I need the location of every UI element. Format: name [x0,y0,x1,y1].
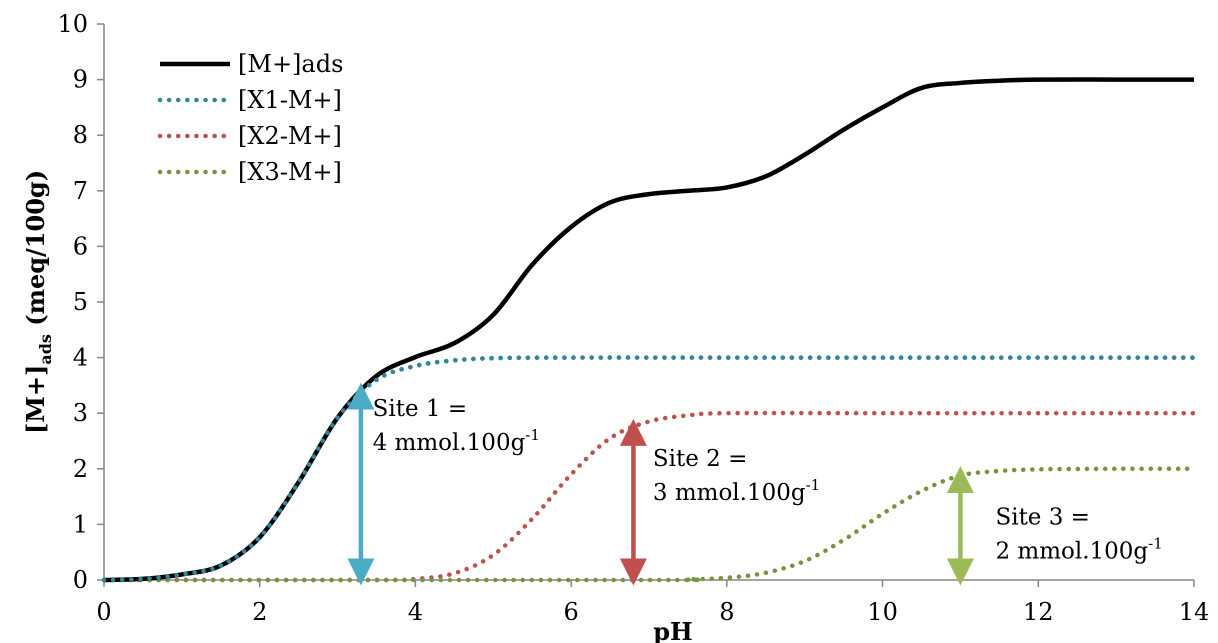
legend: [M+]ads [X1-M+] [X2-M+] [X3-M+] [157,50,343,186]
y-axis-title: [M+]ads (meq/100g) [21,170,55,434]
x-tick-label: 2 [252,598,267,626]
x-tick-label: 14 [1179,598,1210,626]
y-tick-label: 9 [73,66,88,94]
site-1-label-line1: Site 1 = [373,396,468,422]
legend-label-x3-m: [X3-M+] [238,158,342,186]
y-tick-label: 4 [73,344,88,372]
y-tick-label: 5 [73,288,88,316]
y-title-main: [M+] [21,365,50,434]
y-tick-label: 0 [73,566,88,594]
site-3-label-line2: 2 mmol.100g-1 [995,534,1162,564]
series-layer [101,77,1197,583]
x-tick-label: 4 [408,598,423,626]
x-tick-label: 8 [719,598,734,626]
site-2-label-line2: 3 mmol.100g-1 [653,476,820,506]
legend-label-x2-m: [X2-M+] [238,122,342,150]
y-tick-label: 2 [73,455,88,483]
series-line-x1-overlay [101,355,1197,583]
site-2-label-line1: Site 2 = [653,446,748,472]
x-tick-label: 12 [1023,598,1054,626]
y-tick-label: 8 [73,121,88,149]
y-tick-label: 3 [73,399,88,427]
y-tick-label: 1 [73,510,88,538]
annotations: Site 1 = 4 mmol.100g-1 Site 2 = 3 mmol.100g… [347,382,1163,586]
x-tick-label: 10 [867,598,898,626]
y-tick-label: 10 [57,10,88,38]
x-tick-label: 6 [564,598,579,626]
series-line-x2-m [101,410,1197,583]
legend-label-x1-m: [X1-M+] [238,86,342,114]
legend-label-m-ads: [M+]ads [238,50,343,78]
series-line-x3-m [101,466,1197,583]
y-tick-label: 7 [73,177,88,205]
x-tick-label: 0 [96,598,111,626]
y-title-unit: (meq/100g) [21,170,50,334]
y-tick-label: 6 [73,232,88,260]
site-3-label-line1: Site 3 = [995,504,1090,530]
series-line-m-ads [103,77,1194,583]
y-title-subscript: ads [36,334,55,365]
site-1-label-line2: 4 mmol.100g-1 [373,426,540,456]
x-axis-title: pH [653,617,692,643]
